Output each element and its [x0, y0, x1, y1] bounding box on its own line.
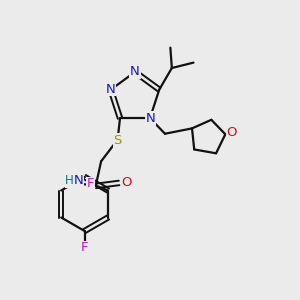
Text: F: F	[81, 241, 88, 254]
Text: H: H	[65, 174, 74, 187]
Text: N: N	[130, 65, 140, 78]
Text: N: N	[146, 112, 155, 125]
Text: N: N	[74, 174, 84, 187]
Text: O: O	[227, 126, 237, 139]
Text: F: F	[87, 177, 94, 190]
Text: N: N	[105, 82, 115, 95]
Text: O: O	[122, 176, 132, 189]
Text: S: S	[113, 134, 122, 147]
